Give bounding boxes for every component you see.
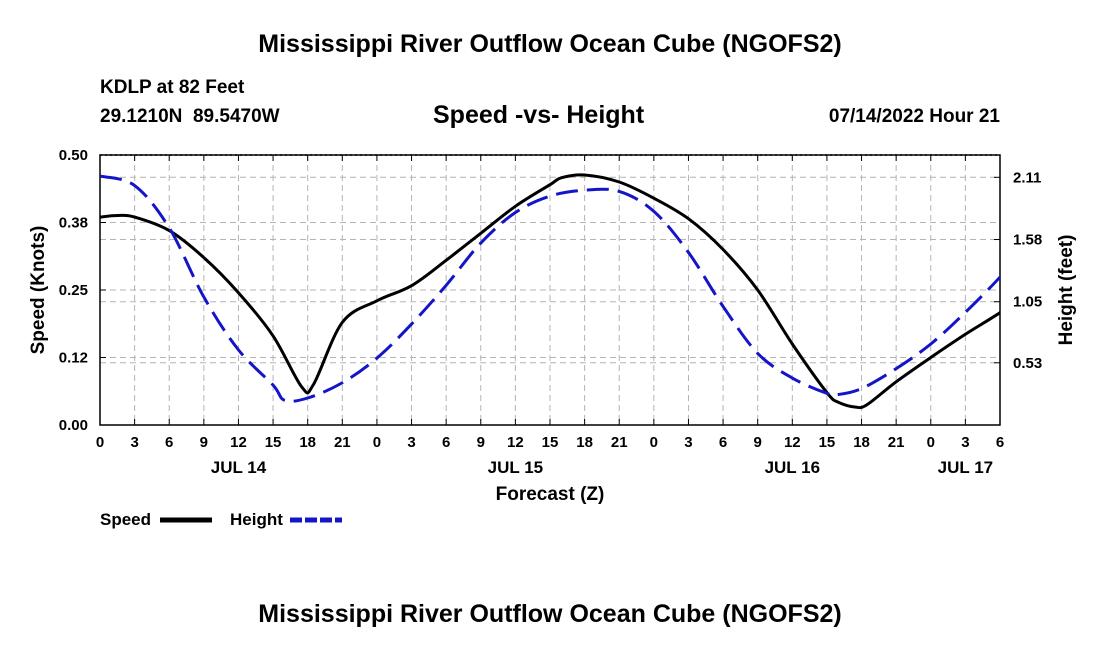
x-tick-label: 21 [611,434,628,451]
date-label: JUL 15 [488,458,543,477]
x-tick-label: 12 [784,434,801,451]
x-tick-label: 21 [888,434,905,451]
x-axis-title: Forecast (Z) [496,484,605,505]
chart-title: Mississippi River Outflow Ocean Cube (NG… [258,30,842,58]
legend-label-speed: Speed [100,510,151,529]
x-tick-label: 0 [373,434,381,451]
x-tick-label: 18 [576,434,593,451]
date-label: JUL 14 [211,458,267,477]
y-tick-label: 0.12 [59,350,88,367]
x-tick-label: 3 [961,434,969,451]
y-axis-title: Speed (Knots) [28,226,49,355]
x-tick-label: 12 [230,434,247,451]
forecast-timestamp: 07/14/2022 Hour 21 [828,106,1000,127]
x-tick-label: 3 [407,434,415,451]
x-tick-label: 9 [477,434,485,451]
y-tick-label: 0.00 [59,417,88,434]
x-tick-label: 0 [96,434,104,451]
date-label: JUL 16 [765,458,820,477]
series-height-line [100,174,1000,403]
x-tick-label: 6 [996,434,1004,451]
x-tick-label: 18 [299,434,316,451]
series-layer [100,173,1000,410]
x-tick-label: 12 [507,434,524,451]
x-tick-label: 3 [684,434,692,451]
y2-tick-label: 0.53 [1013,355,1042,372]
x-tick-label: 15 [819,434,836,451]
x-tick-label: 15 [542,434,559,451]
x-tick-label: 21 [334,434,351,451]
x-tick-label: 18 [853,434,870,451]
y-tick-label: 0.25 [59,282,88,299]
x-tick-label: 15 [265,434,282,451]
x-tick-label: 6 [165,434,173,451]
y2-tick-label: 1.05 [1013,294,1042,311]
series-speed-line [100,173,1000,410]
station-coordinates: 29.1210N 89.5470W [100,106,280,127]
axes-layer: 0 3 6 9 12 15 18 21 0 3 6 9 12 15 18 21 0 3 6 9 12 15 18 21 0 3 6J… [59,147,1042,477]
x-tick-label: 9 [754,434,762,451]
y-tick-label: 0.38 [59,215,88,232]
x-tick-label: 6 [719,434,727,451]
x-tick-label: 9 [200,434,208,451]
y2-tick-label: 1.58 [1013,232,1042,249]
chart-subtitle: Speed -vs- Height [433,101,645,129]
y-tick-label: 0.50 [59,147,88,164]
y2-axis-title: Height (feet) [1056,235,1077,346]
y2-tick-label: 2.11 [1013,169,1041,186]
date-label: JUL 17 [938,458,993,477]
footer-title: Mississippi River Outflow Ocean Cube (NG… [258,600,842,628]
x-tick-label: 0 [650,434,658,451]
x-tick-label: 0 [927,434,935,451]
station-label: KDLP at 82 Feet [100,77,245,98]
x-tick-label: 6 [442,434,450,451]
legend-label-height: Height [230,510,283,529]
legend: Speed Height [100,510,342,529]
x-tick-label: 3 [130,434,138,451]
